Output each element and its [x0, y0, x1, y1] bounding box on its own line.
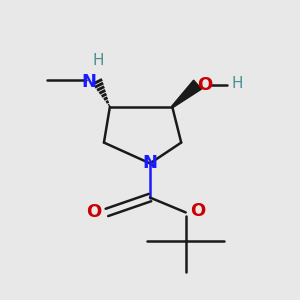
- Polygon shape: [172, 80, 202, 108]
- Text: N: N: [82, 73, 97, 91]
- Text: O: O: [86, 203, 102, 221]
- Text: O: O: [197, 76, 213, 94]
- Text: O: O: [190, 202, 206, 220]
- Text: H: H: [232, 76, 243, 91]
- Text: N: N: [142, 154, 158, 172]
- Text: H: H: [92, 53, 104, 68]
